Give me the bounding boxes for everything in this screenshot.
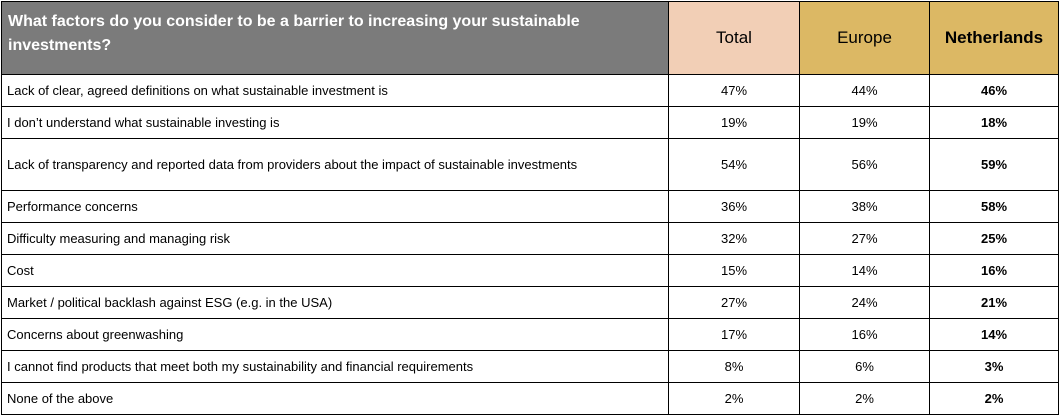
question-header: What factors do you consider to be a bar… bbox=[1, 1, 669, 75]
header-row: What factors do you consider to be a bar… bbox=[1, 1, 1059, 75]
total-value: 32% bbox=[668, 222, 800, 255]
europe-column-header: Europe bbox=[799, 1, 930, 75]
row-label: None of the above bbox=[1, 382, 669, 415]
netherlands-value: 59% bbox=[929, 138, 1059, 191]
netherlands-value: 18% bbox=[929, 106, 1059, 139]
row-label: Cost bbox=[1, 254, 669, 287]
row-label: I cannot find products that meet both my… bbox=[1, 350, 669, 383]
total-value: 36% bbox=[668, 190, 800, 223]
table-row: Performance concerns 36% 38% 58% bbox=[1, 190, 1059, 223]
netherlands-value: 25% bbox=[929, 222, 1059, 255]
europe-value: 14% bbox=[799, 254, 930, 287]
netherlands-value: 16% bbox=[929, 254, 1059, 287]
europe-value: 16% bbox=[799, 318, 930, 351]
table-row: Lack of clear, agreed definitions on wha… bbox=[1, 74, 1059, 107]
netherlands-value: 58% bbox=[929, 190, 1059, 223]
total-value: 19% bbox=[668, 106, 800, 139]
netherlands-value: 3% bbox=[929, 350, 1059, 383]
netherlands-column-header: Netherlands bbox=[929, 1, 1059, 75]
europe-value: 44% bbox=[799, 74, 930, 107]
netherlands-value: 2% bbox=[929, 382, 1059, 415]
total-column-header: Total bbox=[668, 1, 800, 75]
table-row: I don’t understand what sustainable inve… bbox=[1, 106, 1059, 139]
netherlands-value: 14% bbox=[929, 318, 1059, 351]
total-value: 15% bbox=[668, 254, 800, 287]
row-label: Market / political backlash against ESG … bbox=[1, 286, 669, 319]
europe-value: 24% bbox=[799, 286, 930, 319]
netherlands-value: 46% bbox=[929, 74, 1059, 107]
total-value: 27% bbox=[668, 286, 800, 319]
table-row: Cost 15% 14% 16% bbox=[1, 254, 1059, 287]
table-row: Lack of transparency and reported data f… bbox=[1, 138, 1059, 191]
europe-value: 56% bbox=[799, 138, 930, 191]
table-row: Market / political backlash against ESG … bbox=[1, 286, 1059, 319]
table-row: I cannot find products that meet both my… bbox=[1, 350, 1059, 383]
total-value: 8% bbox=[668, 350, 800, 383]
europe-value: 6% bbox=[799, 350, 930, 383]
netherlands-value: 21% bbox=[929, 286, 1059, 319]
total-value: 47% bbox=[668, 74, 800, 107]
total-value: 17% bbox=[668, 318, 800, 351]
table-row: None of the above 2% 2% 2% bbox=[1, 382, 1059, 415]
table-row: Difficulty measuring and managing risk 3… bbox=[1, 222, 1059, 255]
table-row: Concerns about greenwashing 17% 16% 14% bbox=[1, 318, 1059, 351]
row-label: Concerns about greenwashing bbox=[1, 318, 669, 351]
europe-value: 19% bbox=[799, 106, 930, 139]
row-label: Performance concerns bbox=[1, 190, 669, 223]
row-label: Lack of clear, agreed definitions on wha… bbox=[1, 74, 669, 107]
row-label: I don’t understand what sustainable inve… bbox=[1, 106, 669, 139]
total-value: 54% bbox=[668, 138, 800, 191]
europe-value: 38% bbox=[799, 190, 930, 223]
europe-value: 2% bbox=[799, 382, 930, 415]
row-label: Difficulty measuring and managing risk bbox=[1, 222, 669, 255]
total-value: 2% bbox=[668, 382, 800, 415]
europe-value: 27% bbox=[799, 222, 930, 255]
row-label: Lack of transparency and reported data f… bbox=[1, 138, 669, 191]
